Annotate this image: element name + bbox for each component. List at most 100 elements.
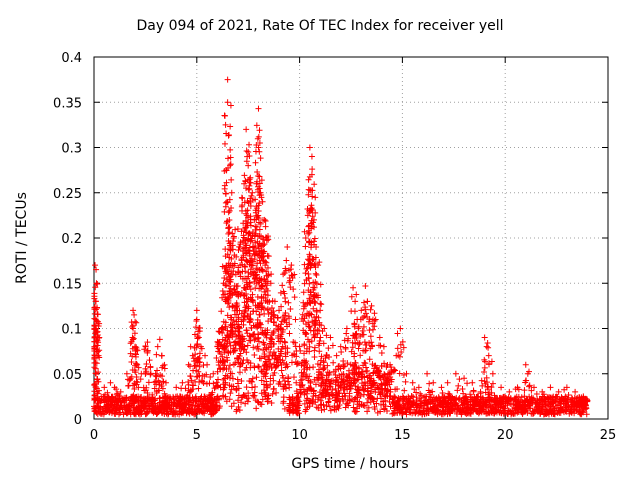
data-point <box>228 176 235 183</box>
data-point <box>225 155 232 162</box>
data-point <box>365 372 372 379</box>
data-point <box>223 167 230 174</box>
data-point <box>148 400 155 407</box>
data-point <box>238 394 245 401</box>
data-point <box>260 249 267 256</box>
data-point <box>374 409 381 416</box>
data-point <box>323 332 330 339</box>
data-point <box>247 257 254 264</box>
data-point <box>364 380 371 387</box>
data-point <box>357 352 364 359</box>
data-point <box>123 403 130 410</box>
data-point <box>224 312 231 319</box>
data-point <box>221 362 228 369</box>
data-point <box>296 343 303 350</box>
data-point <box>105 409 112 416</box>
data-point <box>143 368 150 375</box>
data-point <box>247 315 254 322</box>
data-point <box>340 378 347 385</box>
data-point <box>267 375 274 382</box>
data-point <box>364 408 371 415</box>
data-point <box>228 255 235 262</box>
data-point <box>156 387 163 394</box>
data-point <box>259 198 266 205</box>
data-point <box>507 400 514 407</box>
data-point <box>255 133 262 140</box>
data-point <box>459 405 466 412</box>
data-point <box>318 401 325 408</box>
data-point <box>367 306 374 313</box>
data-point <box>263 370 270 377</box>
data-point <box>366 315 373 322</box>
data-point <box>366 392 373 399</box>
data-point <box>223 296 230 303</box>
data-point <box>104 401 111 408</box>
data-point <box>208 391 215 398</box>
data-point <box>274 326 281 333</box>
data-point <box>267 381 274 388</box>
x-tick-label: 20 <box>497 428 514 443</box>
data-point <box>398 410 405 417</box>
data-point <box>306 386 313 393</box>
data-point <box>276 356 283 363</box>
data-point <box>92 384 99 391</box>
data-point <box>252 159 259 166</box>
data-point <box>352 408 359 415</box>
data-point <box>238 194 245 201</box>
data-point <box>230 400 237 407</box>
data-point <box>387 403 394 410</box>
data-point <box>236 369 243 376</box>
data-point <box>329 342 336 349</box>
data-point <box>439 390 446 397</box>
data-point <box>314 374 321 381</box>
data-point <box>302 243 309 250</box>
data-point <box>311 344 318 351</box>
data-point <box>245 186 252 193</box>
data-point <box>243 327 250 334</box>
data-point <box>359 384 366 391</box>
data-point <box>515 386 522 393</box>
data-point <box>94 311 101 318</box>
data-point <box>533 390 540 397</box>
data-point <box>474 393 481 400</box>
data-point <box>362 360 369 367</box>
data-point <box>366 356 373 363</box>
data-point <box>305 227 312 234</box>
data-point <box>394 330 401 337</box>
data-point <box>285 404 292 411</box>
data-point <box>221 342 228 349</box>
data-point <box>162 379 169 386</box>
data-point <box>379 389 386 396</box>
data-point <box>301 366 308 373</box>
data-point <box>351 353 358 360</box>
data-point <box>418 392 425 399</box>
data-point <box>380 401 387 408</box>
data-point <box>403 411 410 418</box>
data-point <box>530 409 537 416</box>
data-point <box>400 394 407 401</box>
data-point <box>307 385 314 392</box>
data-point <box>222 358 229 365</box>
data-point <box>238 377 245 384</box>
data-point <box>244 198 251 205</box>
data-point <box>323 372 330 379</box>
data-point <box>134 379 141 386</box>
data-point <box>372 389 379 396</box>
data-point <box>151 385 158 392</box>
data-point <box>401 387 408 394</box>
data-point <box>562 401 569 408</box>
data-point <box>312 299 319 306</box>
data-point <box>359 368 366 375</box>
data-point <box>293 361 300 368</box>
data-point <box>553 393 560 400</box>
data-point <box>358 307 365 314</box>
data-point <box>369 361 376 368</box>
data-point <box>289 352 296 359</box>
data-point <box>557 409 564 416</box>
data-point <box>163 399 170 406</box>
data-point <box>181 395 188 402</box>
data-point <box>249 197 256 204</box>
data-point <box>249 331 256 338</box>
data-point <box>235 264 242 271</box>
data-point <box>302 329 309 336</box>
